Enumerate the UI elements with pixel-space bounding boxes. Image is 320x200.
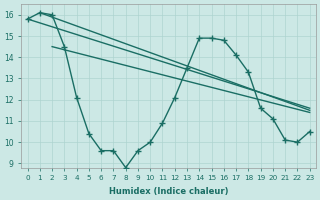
X-axis label: Humidex (Indice chaleur): Humidex (Indice chaleur): [109, 187, 228, 196]
